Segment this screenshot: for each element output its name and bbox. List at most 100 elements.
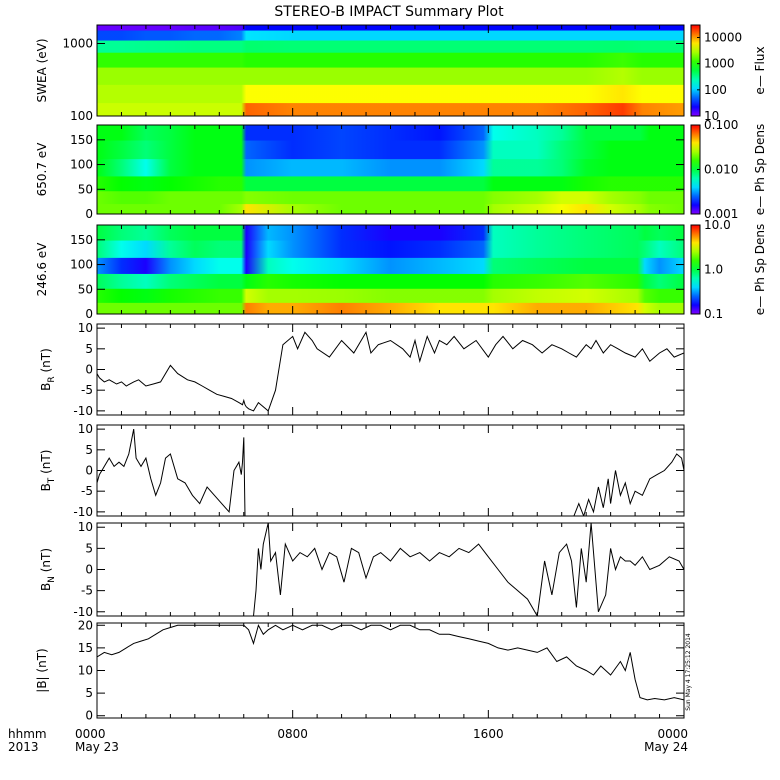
heatmap-band [97,159,684,178]
colorbar-tick-label: 1000 [704,57,735,71]
colorbar-tick-label: 0.100 [704,118,738,132]
y-tick-label: -10 [73,605,93,619]
panel-frame [96,323,685,416]
y-tick-label: -5 [81,584,93,598]
y-tick-label: 100 [70,158,93,172]
colorbar-tick-label: 10 [704,109,719,123]
y-tick-label: 150 [70,233,93,247]
y-axis-label: BT (nT) [39,450,57,492]
heatmap-band [97,84,684,105]
colorbar-tick-label: 1.0 [704,263,723,277]
y-axis-label: SWEA (eV) [35,38,49,102]
y-tick-label: -10 [73,505,93,519]
colorbar-label: e— Ph Sp Dens [753,124,767,215]
y-tick-label: 150 [70,133,93,147]
heatmap-pad650 [97,125,684,214]
generation-stamp: Sun May 4 17:25:12 2014 [685,633,692,711]
y-tick-label: 20 [78,618,93,632]
y-tick-label: 0 [85,363,93,377]
series-line [97,429,246,516]
series-bt [97,429,684,516]
heatmap-swea [97,25,684,116]
x-row-label-hhmm: hhmm [8,727,47,741]
y-tick-label: 50 [78,282,93,296]
y-axis-label: BR (nT) [39,348,57,391]
heatmap-band [97,225,684,242]
plot-title: STEREO-B IMPACT Summary Plot [274,4,504,20]
panel-bt: -10 -5 0 5 10 BT (nT) [39,422,685,519]
heatmap-band [97,191,684,206]
y-tick-label: 5 [85,342,93,356]
panel-pad246: 0.1 1.0 10.0 e— Ph Sp Dens 0 50 100 150 246.6 eV [35,218,767,321]
heatmap-band [97,40,684,54]
y-tick-label: 15 [78,641,93,655]
y-axis-label: BN (nT) [39,548,57,591]
y-tick-label: -10 [73,404,93,418]
heatmap-band [97,30,684,42]
y-tick-label: 0 [85,709,93,723]
x-tick-label: 0800 [277,727,308,741]
panel-bmag: 0 5 10 15 20 |B| (nT) [35,618,685,723]
x-tick-date-label: May 24 [644,740,688,754]
y-axis-label: |B| (nT) [35,648,49,692]
heatmap-band [97,176,684,193]
panel-br: -10 -5 0 5 10 BR (nT) [39,321,685,418]
heatmap-band [97,140,684,161]
colorbar-fill [690,24,701,117]
colorbar-swea: 10 100 1000 10000 e— Flux [690,24,767,123]
y-tick-label: 100 [70,258,93,272]
x-tick-label: 0000 [75,727,106,741]
heatmap-pad246 [97,225,684,314]
x-tick-label: 1600 [473,727,504,741]
heatmap-band [97,302,684,314]
panel-frame [96,622,685,719]
y-axis-label: 650.7 eV [35,142,49,197]
heatmap-band [97,125,684,142]
panel-bn: -10 -5 0 5 10 BN (nT) [39,520,685,619]
heatmap-band [97,288,684,304]
x-tick-label: 0000 [657,727,688,741]
panel-frame [96,424,685,517]
series-br [97,330,684,412]
y-tick-label: 0 [85,464,93,478]
colorbar-pad650: 0.001 0.010 0.100 e— Ph Sp Dens [690,118,767,221]
y-tick-label: 5 [85,541,93,555]
colorbar-label: e— Flux [753,46,767,94]
heatmap-band [97,67,684,86]
y-tick-label: 10 [78,664,93,678]
x-tick-date-label: May 23 [75,740,119,754]
y-tick-label: 1000 [62,37,93,51]
heatmap-band [97,240,684,259]
colorbar-label: e— Ph Sp Dens [753,224,767,315]
y-tick-label: 0 [85,307,93,321]
y-tick-label: -5 [81,484,93,498]
y-tick-label: 10 [78,422,93,436]
colorbar-tick-label: 0.1 [704,307,723,321]
series-bn [253,523,684,616]
x-row-label-year: 2013 [8,740,39,754]
heatmap-band [97,52,684,69]
colorbar-tick-label: 10000 [704,30,742,44]
series-line [573,453,684,516]
y-tick-label: 50 [78,182,93,196]
series-line [253,523,684,616]
heatmap-band [97,257,684,275]
heatmap-band [97,204,684,214]
y-tick-label: 5 [85,686,93,700]
y-tick-label: 100 [70,109,93,123]
y-tick-label: -5 [81,383,93,397]
panel-frame [96,522,685,617]
y-tick-label: 10 [78,520,93,534]
panel-swea: 10 100 1000 10000 e— Flux 100 1000 SWEA (eV) [35,24,767,123]
y-tick-label: 0 [85,563,93,577]
colorbar-tick-label: 10.0 [704,218,731,232]
series-bmag [97,623,684,701]
colorbar-pad246: 0.1 1.0 10.0 e— Ph Sp Dens [690,218,767,321]
colorbar-tick-label: 0.001 [704,207,738,221]
y-tick-label: 5 [85,443,93,457]
y-tick-label: 10 [78,321,93,335]
colorbar-tick-label: 0.010 [704,163,738,177]
